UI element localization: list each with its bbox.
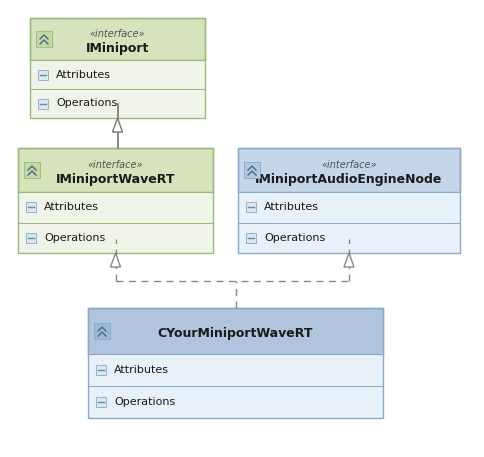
Bar: [30, 89, 205, 118]
Bar: [244, 162, 260, 178]
Bar: [238, 192, 460, 223]
Text: Operations: Operations: [114, 397, 175, 407]
Text: IMiniport: IMiniport: [86, 42, 149, 55]
Bar: [96, 397, 106, 407]
Bar: [88, 308, 383, 354]
Text: Attributes: Attributes: [44, 202, 99, 213]
Bar: [88, 386, 383, 418]
Polygon shape: [344, 253, 354, 267]
Bar: [18, 148, 213, 253]
Text: IMiniportAudioEngineNode: IMiniportAudioEngineNode: [256, 173, 443, 186]
Bar: [238, 223, 460, 253]
Bar: [88, 308, 383, 418]
Text: Attributes: Attributes: [264, 202, 319, 213]
Bar: [18, 148, 213, 192]
Bar: [18, 192, 213, 223]
Text: IMiniportWaveRT: IMiniportWaveRT: [56, 173, 175, 186]
Polygon shape: [110, 253, 121, 267]
Text: «interface»: «interface»: [88, 160, 143, 170]
Polygon shape: [112, 118, 122, 132]
Bar: [24, 162, 40, 178]
Text: Attributes: Attributes: [56, 69, 111, 80]
Bar: [94, 323, 110, 339]
Bar: [30, 18, 205, 118]
Text: Operations: Operations: [44, 233, 105, 243]
Bar: [18, 223, 213, 253]
Text: «interface»: «interface»: [321, 160, 377, 170]
Bar: [26, 202, 36, 213]
Bar: [30, 60, 205, 89]
Bar: [96, 365, 106, 375]
Bar: [238, 148, 460, 192]
Bar: [30, 18, 205, 60]
Text: Attributes: Attributes: [114, 365, 169, 375]
Text: CYourMiniportWaveRT: CYourMiniportWaveRT: [158, 327, 313, 340]
Bar: [88, 354, 383, 386]
Text: Operations: Operations: [56, 99, 117, 108]
Bar: [238, 148, 460, 253]
Text: «interface»: «interface»: [90, 29, 145, 39]
Bar: [38, 69, 48, 80]
Bar: [246, 202, 256, 213]
Bar: [26, 233, 36, 243]
Bar: [36, 31, 52, 47]
Bar: [38, 99, 48, 108]
Bar: [246, 233, 256, 243]
Text: Operations: Operations: [264, 233, 325, 243]
